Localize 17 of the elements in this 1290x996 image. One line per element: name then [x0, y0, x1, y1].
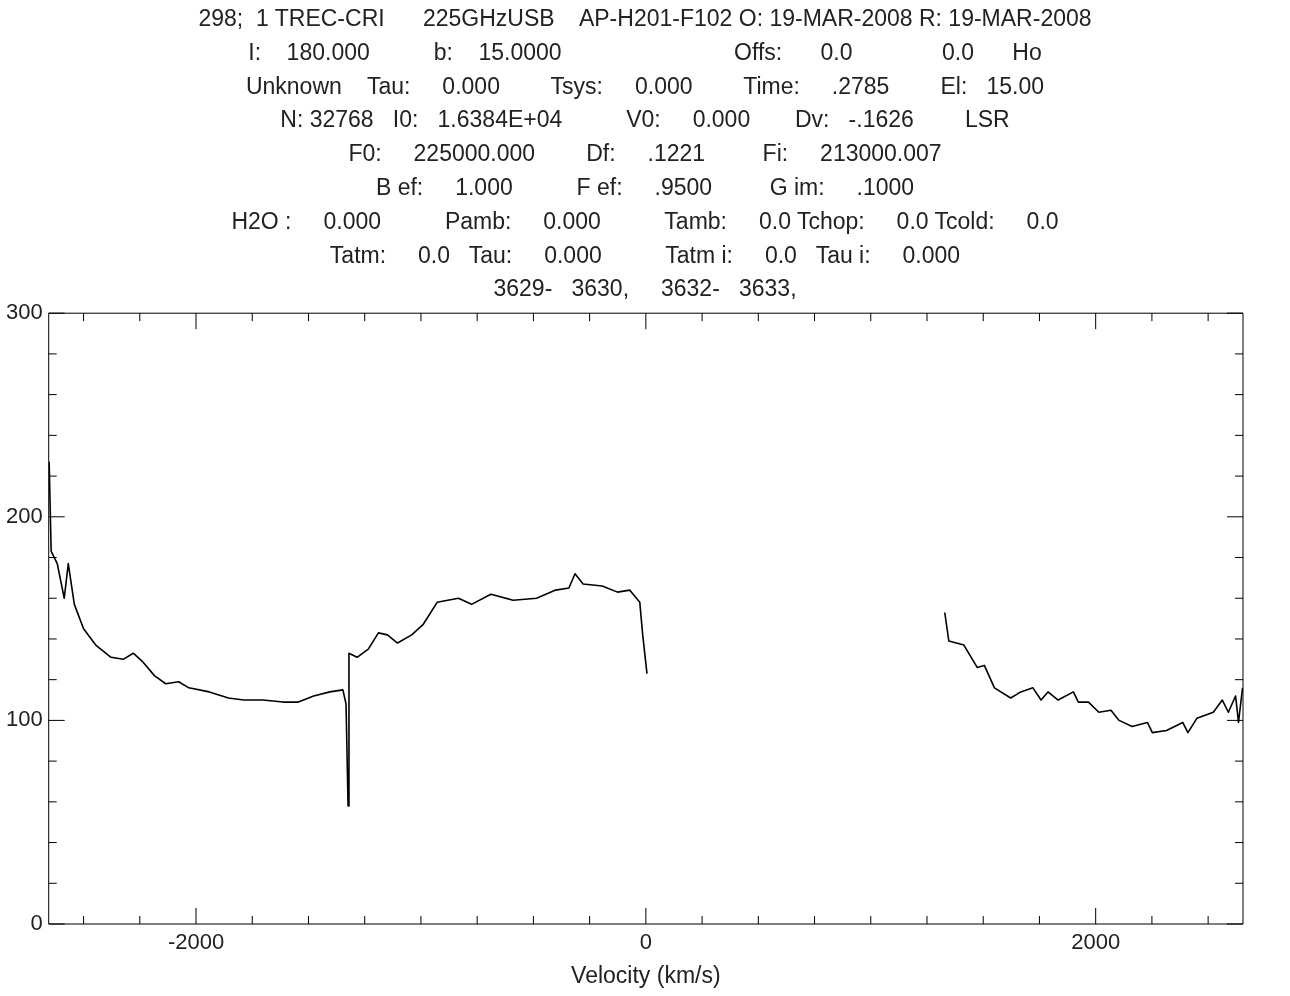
text: 298; 1 TREC-CRI 225GHzUSB AP-H201-F102 O: 19-MAR-2008 R: 19-MAR-2008 — [197, 4, 1093, 33]
x-tick-label: -2000 — [167, 929, 225, 955]
x-axis-title: Velocity (km/s) — [571, 961, 721, 988]
x-tick-label: 0 — [639, 929, 652, 955]
text: N: 32768 I0: 1.6384E+04 V0: 0.000 Dv: -.1626 LSR — [279, 105, 1011, 135]
text: Unknown Tau: 0.000 Tsys: 0.000 Time: .2785 El: 15.00 — [244, 71, 1046, 101]
text: H2O : 0.000 Pamb: 0.000 Tamb: 0.0 Tchop: 0.0 Tcold: 0.0 — [230, 206, 1060, 236]
text: F0: 225000.000 Df: .1221 Fi: 213000.007 — [347, 139, 943, 169]
y-tick-label: 200 — [5, 502, 43, 528]
y-tick-label: 0 — [30, 910, 43, 936]
x-tick-label: 2000 — [1071, 929, 1121, 955]
y-tick-label: 100 — [5, 706, 43, 732]
text: 3629- 3630, 3632- 3633, — [493, 275, 797, 302]
text: I: 180.000 b: 15.0000 Offs: 0.0 0.0 Ho — [247, 37, 1043, 67]
text: B ef: 1.000 F ef: .9500 G im: .1000 — [374, 173, 916, 202]
text: Tatm: 0.0 Tau: 0.000 Tatm i: 0.0 Tau i: 0.000 — [328, 240, 962, 270]
y-tick-label: 300 — [5, 299, 43, 325]
